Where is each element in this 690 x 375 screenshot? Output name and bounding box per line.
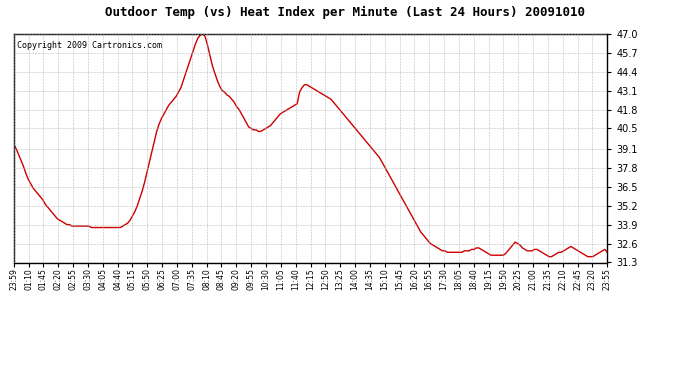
Text: Outdoor Temp (vs) Heat Index per Minute (Last 24 Hours) 20091010: Outdoor Temp (vs) Heat Index per Minute … <box>105 6 585 19</box>
Text: Copyright 2009 Cartronics.com: Copyright 2009 Cartronics.com <box>17 40 161 50</box>
